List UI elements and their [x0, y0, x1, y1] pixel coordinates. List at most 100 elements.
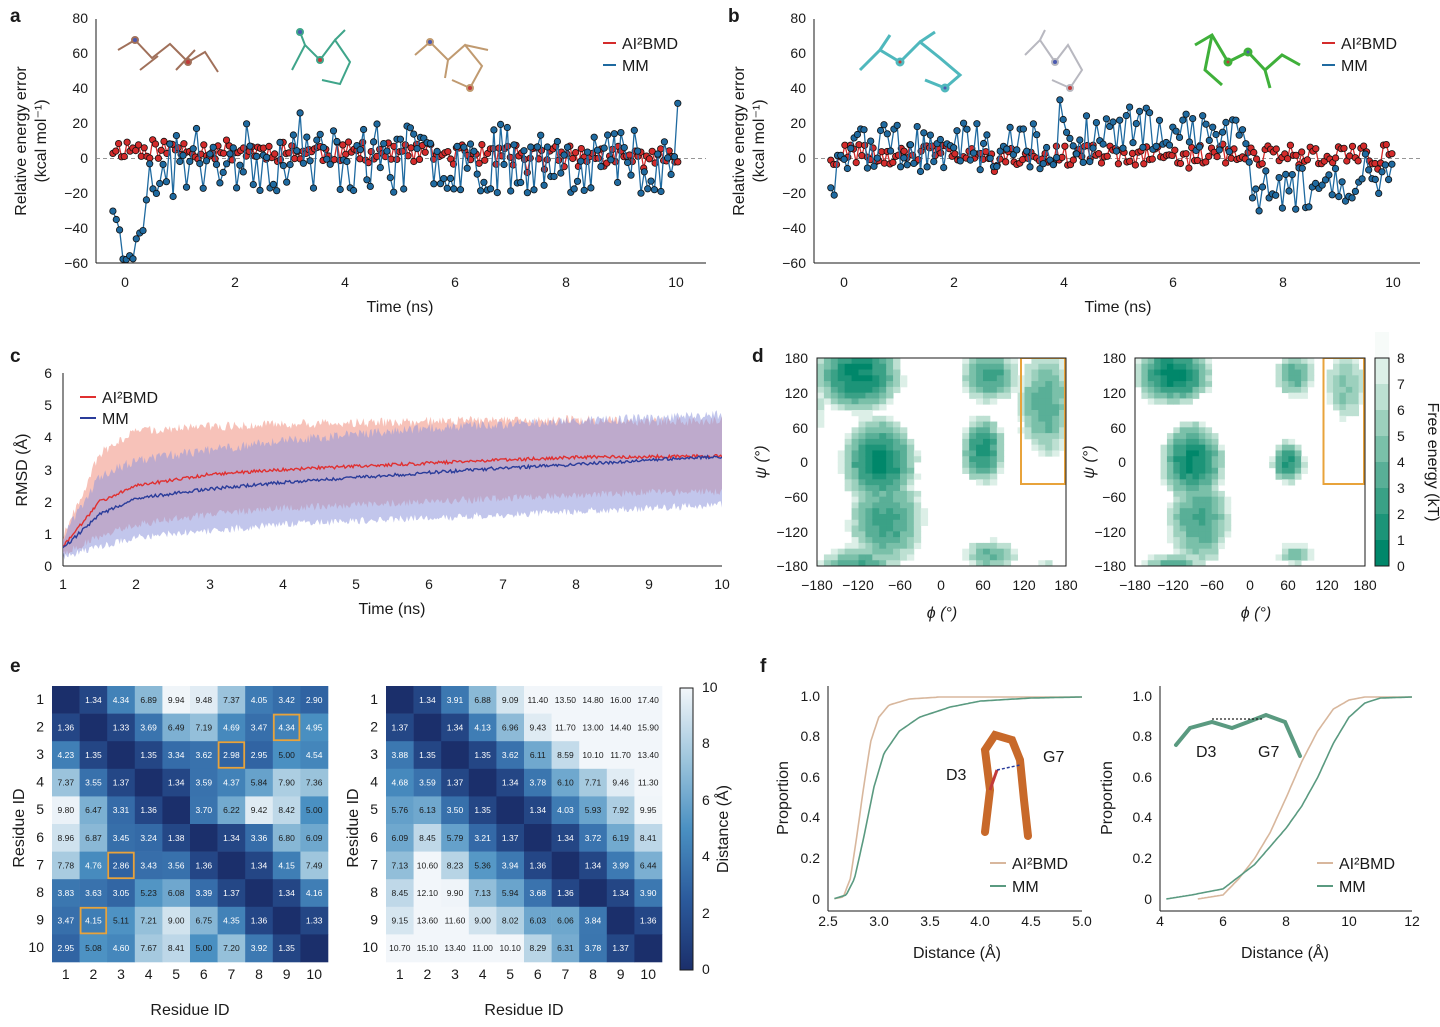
rama-right-cell	[1147, 560, 1155, 566]
rama-left-cell	[879, 375, 887, 382]
matrix-cell-label: 5.94	[502, 888, 519, 898]
residue-x-tick: 8	[589, 966, 597, 982]
rama-left-cell	[1031, 369, 1039, 376]
x-tick-c-9: 10	[714, 576, 730, 592]
matrix-cell-label: 5.93	[585, 805, 602, 815]
rama-left-cell	[872, 542, 880, 550]
rama-right-cell	[1179, 542, 1187, 550]
rama-left-cell	[1010, 363, 1018, 370]
rama-left-cell	[893, 560, 901, 566]
rama-left-cell	[976, 427, 984, 434]
rama-left-cell	[983, 381, 991, 388]
matrix-cell	[413, 768, 442, 797]
rama-right-cell	[1186, 496, 1193, 503]
data-point-mm	[1325, 171, 1333, 179]
rama-left-cell	[886, 450, 894, 457]
matrix-cell	[496, 796, 525, 825]
matrix-cell	[190, 879, 218, 908]
matrix-cell-label: 1.36	[530, 860, 547, 870]
rama-left-cell	[858, 444, 866, 451]
rama-right-cell	[1275, 554, 1283, 561]
rama-left-cell	[872, 490, 880, 498]
rama-left-cell	[1003, 381, 1012, 388]
rama-right-cell	[1352, 386, 1360, 394]
rama-right-cell	[1281, 467, 1289, 474]
matrix-cell	[606, 879, 635, 908]
rama-right-cell	[1294, 473, 1302, 480]
rama-left-cell	[1031, 421, 1039, 428]
distance-matrix-right: 1.34 3.91 6.88 9.09 11.40 13.50 14.80 16.00 17.4…	[386, 686, 663, 963]
rama-right-cell	[1160, 369, 1168, 376]
data-point-mm	[142, 196, 150, 204]
rama-left-cell	[858, 381, 866, 388]
matrix-cell	[551, 851, 580, 880]
data-point-mm	[1165, 141, 1174, 149]
matrix-cell-label: 3.99	[612, 860, 629, 870]
residue-y-tick: 1	[370, 691, 378, 707]
rama-right-cell	[1345, 369, 1353, 376]
residue-x-tick: 2	[424, 966, 432, 982]
data-point-mm	[380, 140, 388, 148]
matrix-cell-label: 3.68	[530, 888, 547, 898]
rama-right-cell	[1294, 467, 1302, 474]
rama-right-cell	[1179, 456, 1187, 463]
matrix-cell	[272, 879, 301, 908]
rama-left-cell	[879, 427, 887, 434]
matrix-cell	[162, 824, 191, 852]
rama-left-cell	[893, 490, 901, 498]
rama-left-cell	[962, 375, 970, 382]
matrix-cell	[496, 768, 525, 797]
matrix-cell	[162, 713, 191, 742]
rama-left-cell	[913, 502, 922, 509]
data-point-ai2bmd	[951, 150, 959, 158]
rama-right-cell	[1218, 525, 1225, 532]
matrix-cell	[245, 686, 274, 714]
data-point-mm	[670, 153, 679, 161]
matrix-cell	[52, 741, 80, 770]
rama-left-cell	[913, 537, 922, 544]
residue-x-tick: 6	[200, 966, 208, 982]
rama-right-cell	[1288, 542, 1296, 550]
rama-right-cell	[1288, 456, 1296, 463]
data-point-mm	[1385, 176, 1393, 184]
rama-left-cell	[1059, 415, 1066, 422]
rama-left-cell	[900, 485, 908, 492]
data-point-mm	[1365, 166, 1373, 174]
molecule-thumbnails-a	[117, 28, 489, 92]
matrix-cell	[468, 741, 497, 770]
data-point-mm	[966, 156, 974, 164]
residue-y-tick: 3	[36, 746, 44, 762]
data-point-mm	[1199, 112, 1207, 120]
data-point-ai2bmd	[285, 149, 293, 157]
rama-right-cell	[1160, 363, 1168, 370]
rama-right-cell	[1160, 554, 1168, 561]
rama-left-cell	[886, 554, 894, 561]
data-point-ai2bmd	[134, 141, 143, 149]
data-point-mm	[906, 141, 915, 149]
data-point-ai2bmd	[1182, 150, 1190, 158]
matrix-cell	[413, 851, 442, 880]
matrix-cell	[579, 768, 608, 797]
rama-left-cell	[886, 473, 894, 480]
matrix-cell-label: 1.38	[168, 833, 185, 843]
rama-right-cell	[1179, 444, 1187, 451]
rama-left-cell	[851, 358, 859, 365]
rama-right-cell	[1173, 473, 1181, 480]
rama-left-cell	[886, 444, 894, 451]
matrix-cell-label: 7.92	[612, 805, 629, 815]
data-point-ai2bmd	[415, 155, 424, 163]
rama-right-cell	[1198, 496, 1206, 503]
matrix-cell-label: 6.09	[392, 833, 409, 843]
rama-left-cell	[837, 548, 846, 555]
matrix-cell	[52, 824, 80, 852]
rama-left-cell	[886, 462, 894, 469]
rama-right-cell	[1198, 514, 1206, 521]
rama-right-cell	[1211, 450, 1219, 457]
matrix-cell	[162, 934, 191, 963]
data-point-mm	[1205, 136, 1213, 144]
rama-left-cell	[1059, 421, 1066, 428]
y-tick-d2-4: 60	[1110, 420, 1126, 436]
rama-left-cell	[858, 479, 866, 486]
data-point-mm	[263, 153, 271, 161]
rama-right-cell	[1192, 433, 1200, 440]
